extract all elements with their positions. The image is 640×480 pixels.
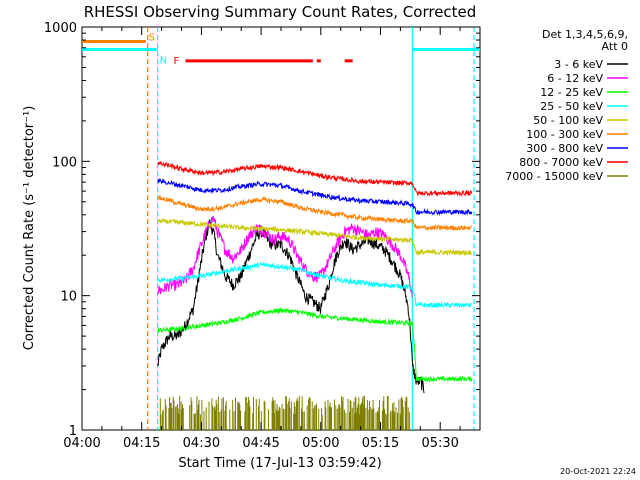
y-axis: 1 10 100 1000 [44, 21, 480, 439]
x-tick-label: 05:30 [421, 436, 458, 451]
flag-label: S [149, 32, 155, 43]
legend-label: 25 - 50 keV [540, 100, 603, 113]
y-tick-label: 100 [52, 155, 77, 170]
flag-label: N [160, 55, 167, 66]
flag-label: F [173, 56, 179, 67]
legend-label: 50 - 100 keV [533, 114, 603, 127]
x-tick-label: 04:00 [63, 436, 100, 451]
plot-area: S N F [81, 26, 481, 431]
series-800-7000-kev [157, 161, 473, 198]
x-tick-label: 05:00 [302, 436, 339, 451]
legend-label: 12 - 25 keV [540, 86, 603, 99]
legend-header-detectors: Det 1,3,4,5,6,9, [542, 28, 628, 41]
legend-header-attenuator: Att 0 [602, 40, 628, 53]
x-tick-label: 04:15 [123, 436, 160, 451]
legend-label: 300 - 800 keV [526, 142, 603, 155]
series-12-25-kev [157, 307, 473, 383]
legend-label: 100 - 300 keV [526, 128, 603, 141]
x-tick-label: 04:45 [242, 436, 279, 451]
series-3-6-kev [157, 219, 425, 394]
y-tick-label: 1000 [44, 21, 77, 36]
y-tick-label: 1 [69, 424, 77, 439]
series-layer [157, 161, 473, 430]
y-axis-label: Corrected Count Rate (s⁻¹ detector⁻¹) [22, 106, 37, 351]
series-100-300-kev [157, 194, 473, 232]
series-25-50-kev [157, 261, 473, 309]
legend-label: 6 - 12 keV [547, 72, 603, 85]
legend-label: 800 - 7000 keV [519, 156, 603, 169]
series-6-12-kev [157, 216, 413, 298]
x-axis-label: Start Time (17-Jul-13 03:59:42) [178, 456, 381, 471]
series-7000-15000-kev [159, 395, 411, 430]
chart-title: RHESSI Observing Summary Count Rates, Co… [84, 3, 477, 21]
legend-label: 7000 - 15000 keV [505, 170, 603, 183]
series-300-800-kev [157, 177, 473, 216]
x-tick-label: 04:30 [183, 436, 220, 451]
x-tick-label: 05:15 [362, 436, 399, 451]
timestamp: 20-Oct-2021 22:24 [560, 467, 636, 476]
series-50-100-kev [157, 218, 473, 257]
state-flags: S N F [82, 32, 480, 67]
y-tick-label: 10 [60, 290, 77, 305]
x-axis: 04:00 04:15 04:30 04:45 05:00 05:15 05:30 [63, 27, 481, 451]
legend-label: 3 - 6 keV [554, 58, 603, 71]
